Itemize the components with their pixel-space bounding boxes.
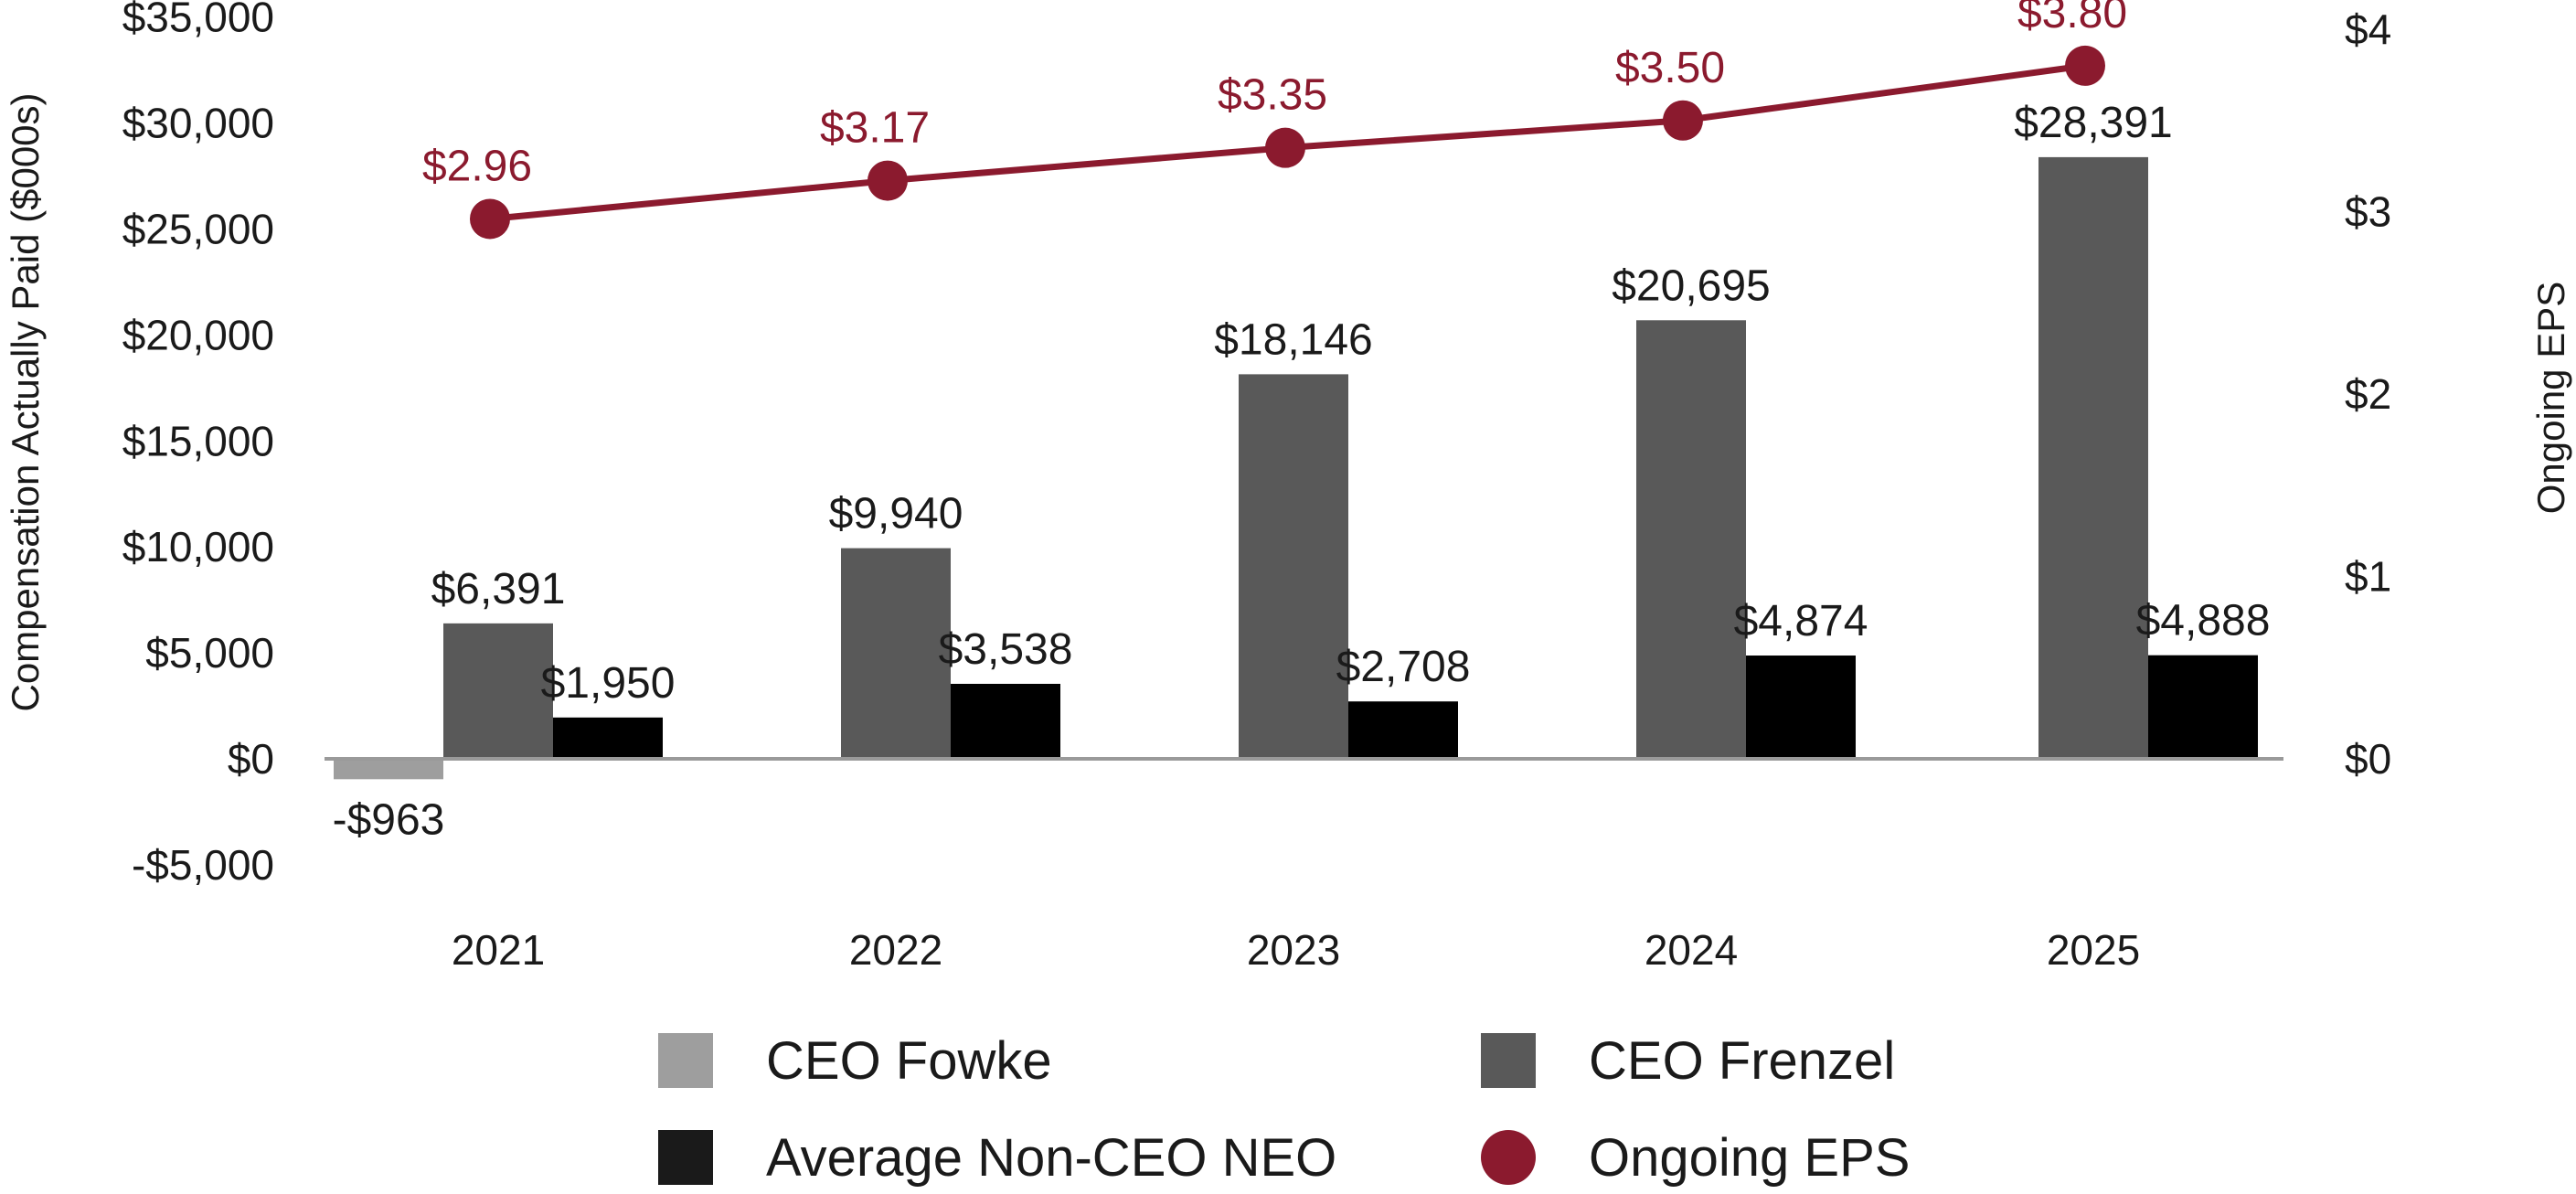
legend-square-marker	[658, 1033, 713, 1088]
right-y-axis-title: Ongoing EPS	[2529, 282, 2572, 515]
bar-ceo-frenzel-2025	[2038, 156, 2148, 760]
legend-label: CEO Fowke	[766, 1031, 1052, 1091]
x-tick-label: 2024	[1645, 926, 1738, 974]
left-y-axis-title: Compensation Actually Paid ($000s)	[4, 92, 47, 711]
legend-label: CEO Frenzel	[1589, 1031, 1895, 1091]
right-y-tick-label: $0	[2345, 735, 2391, 783]
bar-data-label: $4,888	[2136, 597, 2271, 645]
bar-data-label: $18,146	[1214, 315, 1373, 364]
bar-average-non-ceo-neo-2022	[951, 683, 1060, 759]
bar-average-non-ceo-neo-2021	[553, 717, 663, 759]
left-y-tick-label: $25,000	[122, 206, 274, 253]
right-y-tick-label: $4	[2345, 5, 2391, 53]
bar-ceo-frenzel-2023	[1239, 374, 1348, 759]
right-y-axis: $4 $3 $2 $1 $0	[2345, 5, 2391, 783]
bar-data-label: $9,940	[829, 490, 963, 538]
bar-data-label: -$963	[333, 795, 445, 844]
eps-point	[1663, 100, 1703, 141]
bar-data-label: $6,391	[431, 565, 566, 613]
eps-point	[1265, 127, 1305, 168]
legend-label: Average Non-CEO NEO	[766, 1128, 1336, 1188]
eps-point	[470, 198, 510, 240]
bar-data-label: $2,708	[1336, 643, 1471, 691]
left-y-tick-label: $0	[228, 735, 274, 783]
left-y-tick-label: $35,000	[122, 0, 274, 41]
eps-point	[868, 160, 908, 201]
bar-data-label: $20,695	[1612, 261, 1771, 310]
eps-line-series: $2.96 $3.17 $3.35 $3.50 $3.80	[422, 0, 2127, 240]
eps-data-label: $3.35	[1218, 71, 1327, 120]
left-y-tick-label: $15,000	[122, 417, 274, 464]
bar-ceo-fowke-2021	[334, 759, 443, 780]
bar-data-label: $1,950	[541, 659, 676, 708]
bar-data-label: $4,874	[1734, 597, 1868, 645]
bar-series	[334, 156, 2258, 780]
bar-average-non-ceo-neo-2023	[1348, 701, 1458, 759]
right-y-tick-label: $1	[2345, 553, 2391, 601]
legend-square-marker	[658, 1130, 713, 1185]
bar-average-non-ceo-neo-2025	[2148, 655, 2258, 759]
eps-data-label: $2.96	[422, 142, 532, 190]
eps-data-label: $3.80	[2017, 0, 2127, 37]
bar-ceo-frenzel-2024	[1636, 320, 1746, 759]
right-y-tick-label: $2	[2345, 370, 2391, 418]
eps-data-label: $3.17	[820, 104, 930, 153]
x-tick-label: 2022	[849, 926, 942, 974]
right-y-tick-label: $3	[2345, 188, 2391, 236]
bar-data-label: $3,538	[939, 625, 1073, 674]
x-tick-label: 2023	[1247, 926, 1340, 974]
left-y-tick-label: $10,000	[122, 523, 274, 570]
bar-data-labels: -$963 $6,391 $9,940 $18,146 $20,695 $28,391 $1…	[333, 99, 2271, 844]
x-tick-label: 2025	[2047, 926, 2140, 974]
legend: CEO Fowke CEO Frenzel Average Non-CEO NEO O…	[658, 1031, 1910, 1188]
left-y-tick-label: $20,000	[122, 311, 274, 358]
left-y-tick-label: $30,000	[122, 100, 274, 147]
x-axis-tick-labels: 2021 2022 2023 2024 2025	[452, 926, 2140, 974]
bar-ceo-frenzel-2021	[443, 623, 553, 759]
legend-square-marker	[1481, 1033, 1536, 1088]
left-y-axis: $35,000 $30,000 $25,000 $20,000 $15,000 $10,0…	[122, 0, 274, 889]
bar-data-label: $28,391	[2014, 99, 2173, 147]
legend-label: Ongoing EPS	[1589, 1128, 1910, 1188]
x-tick-label: 2021	[452, 926, 545, 974]
eps-point	[2065, 45, 2105, 86]
bar-average-non-ceo-neo-2024	[1746, 656, 1856, 759]
left-y-tick-label: -$5,000	[132, 841, 274, 889]
eps-data-label: $3.50	[1615, 44, 1725, 92]
legend-circle-marker	[1481, 1130, 1536, 1185]
left-y-tick-label: $5,000	[145, 629, 274, 677]
bar-ceo-frenzel-2022	[841, 548, 951, 759]
